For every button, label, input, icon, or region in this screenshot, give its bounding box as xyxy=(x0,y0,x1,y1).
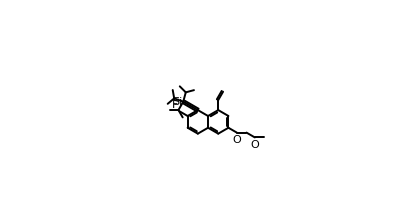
Text: O: O xyxy=(232,135,241,145)
Text: F: F xyxy=(172,101,179,111)
Text: O: O xyxy=(250,140,259,150)
Text: Si: Si xyxy=(172,97,182,107)
